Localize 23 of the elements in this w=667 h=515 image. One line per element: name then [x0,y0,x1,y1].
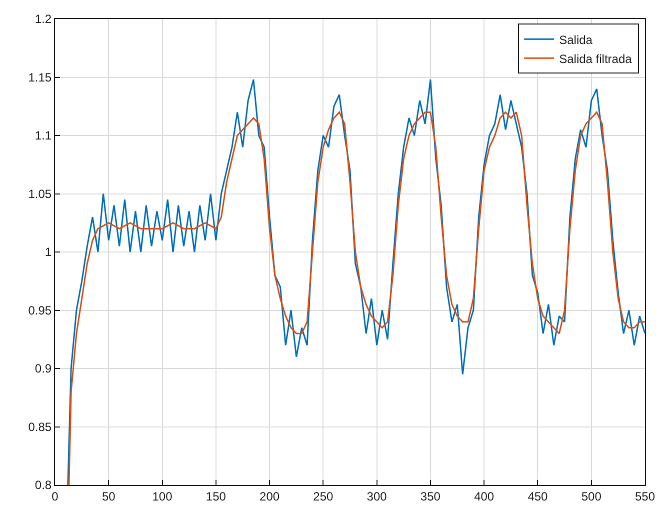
legend-label: Salida filtrada [559,52,632,66]
x-tick-label: 250 [313,489,334,504]
x-tick-label: 0 [52,489,59,504]
y-tick-label: 1.05 [28,186,52,201]
y-tick-label: 1.1 [34,128,52,143]
legend-label: Salida [559,32,593,47]
x-tick-label: 500 [581,489,602,504]
y-tick-label: 1.2 [34,12,52,26]
x-tick-label: 200 [260,489,280,504]
x-tick-label: 300 [366,489,388,504]
x-tick-label: 450 [528,489,548,504]
x-tick-label: 550 [634,489,656,504]
x-tick-label: 350 [420,489,441,504]
y-tick-label: 1 [44,245,52,260]
x-tick-label: 100 [152,489,173,504]
y-tick-label: 0.8 [34,478,52,492]
x-tick-label: 400 [474,489,494,504]
x-tick-label: 150 [206,489,226,504]
y-tick-label: 0.95 [28,303,52,318]
y-tick-label: 1.15 [28,70,52,84]
x-tick-label: 50 [102,489,116,504]
y-tick-label: 0.85 [28,420,52,434]
y-tick-label: 0.9 [34,362,52,376]
